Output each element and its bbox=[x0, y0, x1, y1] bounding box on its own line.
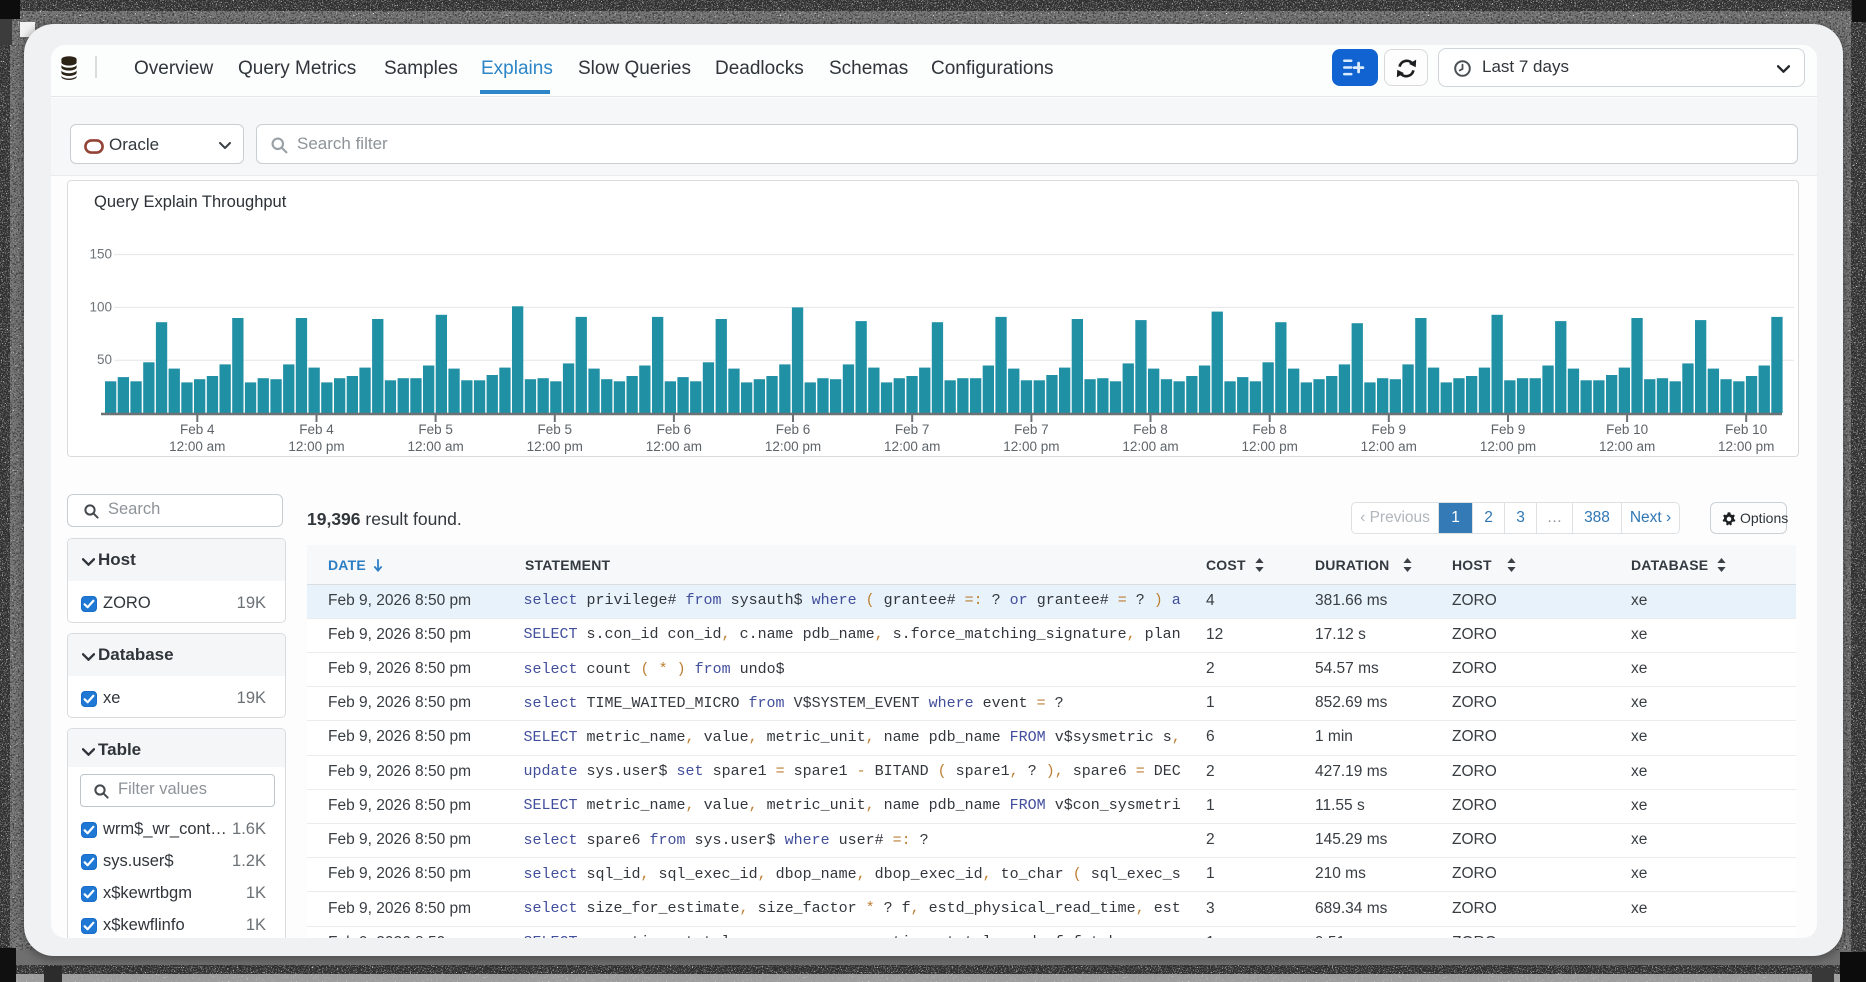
svg-text:12:00 am: 12:00 am bbox=[1122, 439, 1178, 454]
svg-text:Feb 7: Feb 7 bbox=[895, 422, 930, 437]
svg-text:12:00 am: 12:00 am bbox=[169, 439, 225, 454]
svg-text:Feb 10: Feb 10 bbox=[1606, 422, 1648, 437]
svg-text:12:00 pm: 12:00 pm bbox=[765, 439, 821, 454]
svg-text:12:00 am: 12:00 am bbox=[407, 439, 463, 454]
svg-text:150: 150 bbox=[89, 247, 112, 262]
svg-text:Feb 8: Feb 8 bbox=[1133, 422, 1168, 437]
svg-text:12:00 pm: 12:00 pm bbox=[1480, 439, 1536, 454]
svg-text:Feb 7: Feb 7 bbox=[1014, 422, 1049, 437]
svg-text:Feb 5: Feb 5 bbox=[418, 422, 453, 437]
svg-text:12:00 pm: 12:00 pm bbox=[1242, 439, 1298, 454]
svg-text:12:00 pm: 12:00 pm bbox=[527, 439, 583, 454]
svg-text:50: 50 bbox=[97, 352, 112, 367]
svg-text:12:00 am: 12:00 am bbox=[646, 439, 702, 454]
svg-text:12:00 pm: 12:00 pm bbox=[1718, 439, 1774, 454]
svg-text:12:00 pm: 12:00 pm bbox=[1003, 439, 1059, 454]
svg-text:Feb 6: Feb 6 bbox=[776, 422, 811, 437]
svg-text:Feb 10: Feb 10 bbox=[1725, 422, 1767, 437]
svg-text:Feb 4: Feb 4 bbox=[299, 422, 334, 437]
svg-text:Feb 6: Feb 6 bbox=[657, 422, 692, 437]
svg-text:Feb 9: Feb 9 bbox=[1372, 422, 1407, 437]
svg-text:12:00 am: 12:00 am bbox=[1361, 439, 1417, 454]
svg-text:100: 100 bbox=[89, 299, 112, 314]
svg-text:Feb 8: Feb 8 bbox=[1252, 422, 1287, 437]
svg-text:Feb 9: Feb 9 bbox=[1491, 422, 1526, 437]
svg-text:Feb 5: Feb 5 bbox=[538, 422, 573, 437]
svg-text:12:00 am: 12:00 am bbox=[884, 439, 940, 454]
svg-text:12:00 am: 12:00 am bbox=[1599, 439, 1655, 454]
svg-text:12:00 pm: 12:00 pm bbox=[288, 439, 344, 454]
svg-text:Feb 4: Feb 4 bbox=[180, 422, 215, 437]
